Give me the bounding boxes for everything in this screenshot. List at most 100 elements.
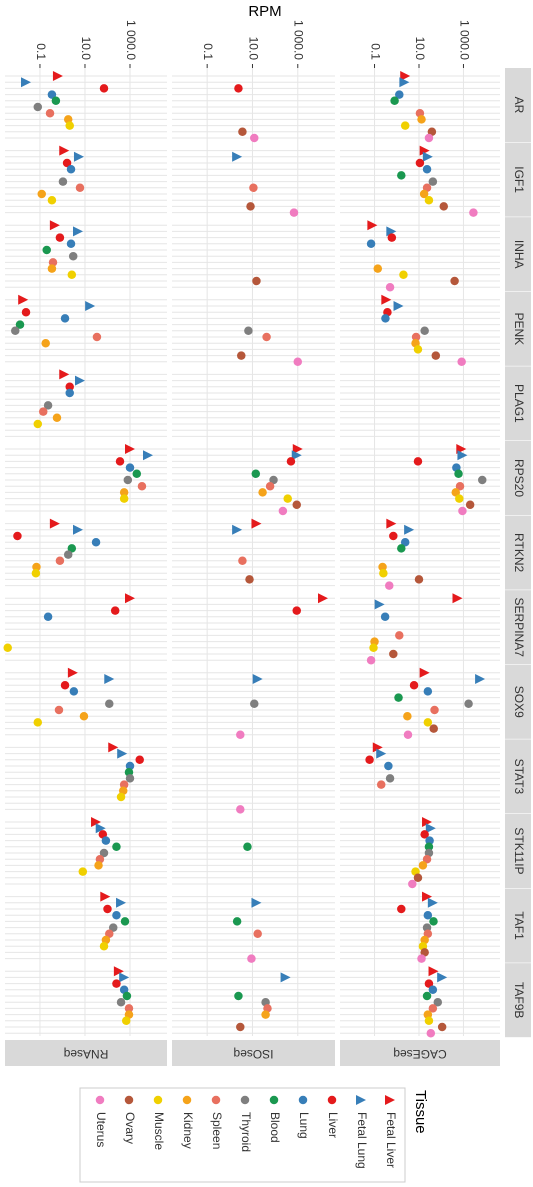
dot-marker (15, 320, 25, 329)
dot-marker (428, 985, 438, 995)
dot-marker (373, 264, 383, 273)
dot-marker (399, 270, 408, 280)
dot-marker (236, 730, 245, 740)
triangle-marker (91, 817, 102, 827)
gene-label: INHA (512, 240, 526, 269)
gene-label: RTKN2 (512, 533, 526, 572)
legend-label: Spleen (210, 1112, 224, 1149)
dot-marker (411, 332, 421, 342)
dot-marker (66, 164, 76, 174)
dot-marker (243, 842, 252, 852)
triangle-marker (73, 524, 84, 535)
facet-label: CAGEseq (393, 1047, 446, 1061)
triangle-marker (419, 145, 430, 156)
dot-marker (423, 687, 433, 696)
legend-marker (269, 1095, 279, 1105)
dot-marker (252, 276, 261, 286)
dot-marker (112, 842, 121, 852)
legend-label: Ovary (123, 1112, 137, 1144)
dot-marker (123, 475, 133, 485)
dot-marker (457, 357, 466, 367)
facet-strip (340, 1040, 500, 1066)
dot-marker (422, 854, 432, 864)
dot-marker (385, 282, 395, 292)
tick-label: 10.0 (79, 37, 93, 61)
dot-marker (465, 500, 475, 510)
dot-marker (119, 488, 129, 497)
legend-marker (95, 1095, 105, 1105)
legend-label: Uterus (94, 1112, 108, 1147)
dot-marker (112, 979, 121, 988)
dot-marker (365, 755, 374, 765)
triangle-marker (422, 891, 433, 902)
triangle-marker (291, 450, 302, 461)
triangle-marker (419, 667, 430, 678)
triangle-marker (73, 226, 84, 237)
gene-strip (505, 291, 531, 366)
dot-marker (415, 158, 425, 168)
dot-marker (38, 407, 48, 416)
dot-marker (99, 848, 109, 858)
legend-marker (356, 1095, 366, 1105)
triangle-marker (280, 972, 291, 983)
dot-marker (247, 954, 256, 963)
dot-marker (67, 270, 77, 280)
facet-strip (5, 1040, 167, 1066)
axis-label: RPM (248, 3, 281, 20)
dot-marker (108, 923, 118, 932)
dot-marker (119, 494, 129, 503)
dot-marker (112, 910, 121, 920)
dot-marker (47, 90, 57, 99)
gene-strip (505, 888, 531, 963)
dot-marker (99, 941, 109, 951)
dot-marker (414, 575, 424, 584)
dot-marker (380, 612, 390, 622)
dot-marker (394, 693, 403, 702)
dot-marker (397, 544, 406, 553)
dot-marker (408, 879, 417, 889)
dot-marker (258, 488, 267, 497)
dot-marker (65, 121, 74, 130)
dot-marker (94, 861, 103, 870)
dot-marker (253, 929, 262, 939)
dot-marker (397, 171, 406, 180)
dot-marker (11, 326, 20, 336)
gene-strip (505, 515, 531, 590)
tick-label: 0.1 (368, 43, 382, 60)
dot-marker (265, 481, 275, 491)
dot-marker (424, 195, 434, 205)
dot-marker (292, 500, 301, 510)
dot-marker (103, 904, 112, 914)
legend-marker (240, 1095, 250, 1105)
triangle-marker (252, 674, 263, 684)
gene-strip (505, 217, 531, 292)
dot-marker (238, 556, 247, 566)
triangle-marker (95, 823, 106, 834)
facet-label: ISOseq (233, 1047, 273, 1061)
dot-marker (425, 836, 434, 845)
dot-marker (376, 780, 386, 789)
triangle-marker (318, 593, 329, 604)
legend-label: Kidney (181, 1112, 195, 1149)
gene-label: TAF9B (512, 982, 526, 1018)
dot-marker (250, 699, 259, 709)
gene-label: SOX9 (512, 686, 526, 718)
dot-marker (289, 208, 299, 217)
gene-label: SERPINA7 (512, 598, 526, 658)
dot-marker (366, 655, 376, 665)
dot-marker (45, 108, 55, 118)
triangle-marker (21, 77, 32, 88)
dot-marker (477, 475, 487, 485)
dot-marker (3, 643, 12, 653)
triangle-marker (292, 444, 303, 454)
dot-marker (250, 133, 259, 143)
legend-marker (385, 1095, 395, 1105)
gene-label: AR (512, 97, 526, 114)
triangle-marker (251, 897, 262, 908)
dot-marker (417, 115, 426, 124)
dot-marker (422, 923, 432, 932)
triangle-marker (386, 226, 397, 237)
legend-marker (153, 1095, 163, 1105)
dot-marker (21, 307, 31, 317)
legend-marker (327, 1095, 337, 1105)
